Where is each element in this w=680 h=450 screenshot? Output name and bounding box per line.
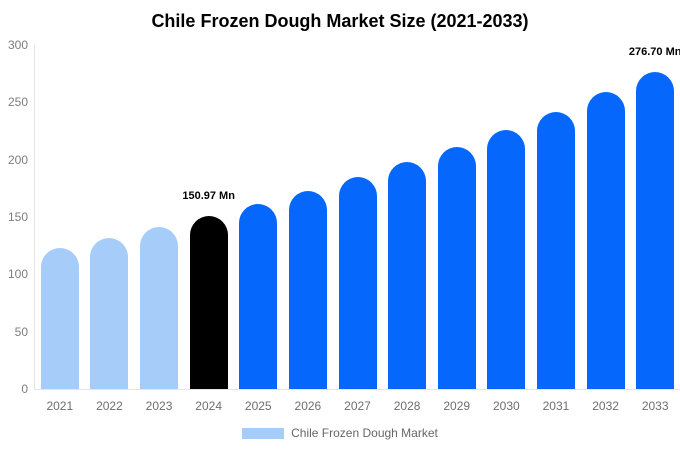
x-tick-label-2025: 2025 [244, 399, 272, 413]
bar-2028[interactable] [388, 162, 427, 389]
bar-2031[interactable] [536, 111, 575, 389]
legend-swatch [242, 427, 285, 439]
x-tick-label-2021: 2021 [46, 399, 74, 413]
y-tick-label-50: 50 [14, 324, 28, 339]
bar-2032[interactable] [586, 92, 625, 389]
y-tick-label-300: 300 [7, 38, 28, 52]
y-tick-label-150: 150 [7, 210, 28, 224]
x-tick-label-2026: 2026 [294, 399, 322, 413]
x-tick-label-2024: 2024 [195, 399, 222, 413]
y-axis-line [34, 45, 35, 390]
x-tick-label-2029: 2029 [443, 399, 471, 413]
x-axis-line [34, 389, 680, 390]
bar-2029[interactable] [437, 146, 476, 389]
x-tick-label-2030: 2030 [492, 399, 520, 413]
data-label-2024: 150.97 Mn [182, 189, 235, 202]
chart-title: Chile Frozen Dough Market Size (2021-203… [151, 11, 529, 31]
bar-2022[interactable] [90, 237, 129, 389]
x-tick-label-2022: 2022 [96, 399, 123, 413]
y-tick-label-250: 250 [7, 95, 28, 110]
x-tick-label-2028: 2028 [393, 399, 421, 413]
x-tick-label-2031: 2031 [542, 399, 570, 413]
y-tick-label-200: 200 [7, 152, 28, 167]
bar-2025[interactable] [239, 203, 278, 389]
bar-2026[interactable] [288, 190, 327, 389]
y-tick-label-0: 0 [21, 382, 28, 396]
x-tick-label-2032: 2032 [592, 399, 619, 413]
bar-2030[interactable] [487, 129, 526, 389]
bar-2024[interactable] [189, 215, 228, 389]
y-tick-label-100: 100 [7, 267, 28, 282]
bar-2027[interactable] [338, 177, 377, 389]
bar-2021[interactable] [40, 247, 79, 389]
bar-2023[interactable] [140, 227, 179, 389]
bar-2033[interactable] [636, 71, 675, 389]
legend-label: Chile Frozen Dough Market [291, 426, 438, 440]
data-label-2033: 276.70 Mn [628, 45, 680, 58]
x-tick-label-2033: 2033 [641, 399, 669, 413]
x-tick-label-2027: 2027 [344, 399, 371, 413]
x-tick-label-2023: 2023 [145, 399, 173, 413]
legend[interactable]: Chile Frozen Dough Market [0, 425, 680, 441]
